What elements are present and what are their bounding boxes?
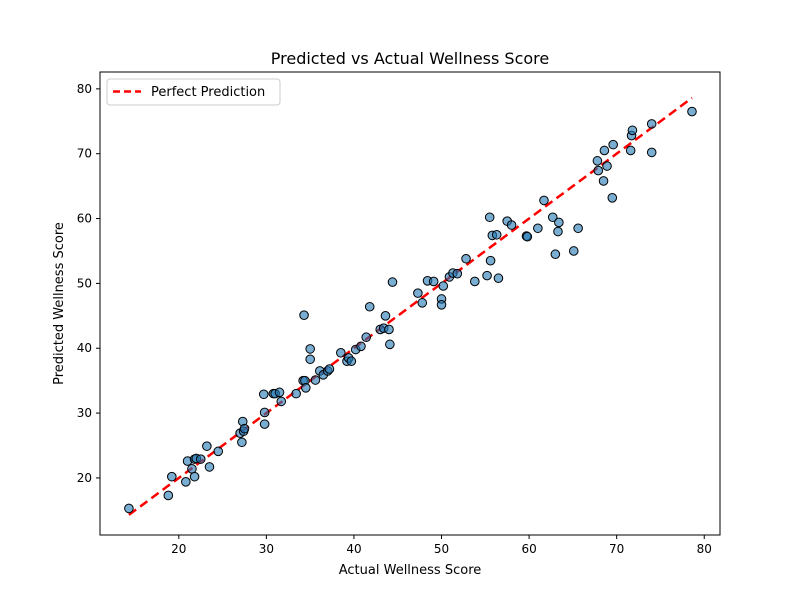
scatter-point [598,176,609,186]
scatter-point [554,217,564,228]
scatter-point [608,139,618,150]
scatter-point [274,387,285,398]
scatter-point [259,419,270,429]
scatter-point [276,396,287,407]
scatter-point [506,220,517,230]
scatter-point [310,375,321,385]
x-tick-label: 50 [434,542,449,556]
scatter-point [533,223,543,234]
scatter-point [202,441,212,451]
x-axis-ticks: 20 30 40 50 60 70 80 [171,535,712,556]
scatter-point [239,423,250,434]
scatter-point [602,161,612,171]
scatter-point [324,364,335,374]
scatter-point [428,276,439,287]
chart-title: Predicted vs Actual Wellness Score [271,49,549,68]
reference-line-layer [128,96,693,516]
scatter-point [547,212,558,223]
scatter-point [364,301,375,312]
x-tick-label: 80 [697,542,712,556]
scatter-point [258,389,269,400]
y-tick-label: 30 [77,406,92,420]
y-axis-ticks: 20 30 40 50 60 70 80 [77,82,100,485]
scatter-point [438,281,449,291]
scatter-point [384,324,394,335]
y-tick-label: 50 [77,276,92,290]
legend-label-perfect-prediction: Perfect Prediction [151,85,265,100]
scatter-point [461,253,471,264]
perfect-prediction-line [128,96,693,516]
scatter-point [385,339,395,350]
scatter-point [646,147,657,158]
scatter-point [599,145,610,156]
scatter-point [687,106,697,117]
scatter-point [436,299,447,310]
y-tick-label: 20 [77,471,92,485]
x-tick-label: 60 [521,542,536,556]
scatter-point [417,298,428,308]
scatter-point [299,310,309,320]
y-tick-label: 70 [77,147,92,161]
scatter-point [625,145,636,156]
scatter-point [346,356,357,367]
scatter-point [413,288,423,298]
scatter-point [189,471,200,482]
scatter-point [204,462,215,472]
scatter-point [550,249,561,260]
scatter-point [539,195,549,206]
scatter-point [646,119,657,129]
scatter-point [124,503,134,514]
scatter-point [485,255,496,266]
scatter-point [195,454,206,464]
scatter-point [259,407,270,418]
scatter-point [573,223,583,234]
y-tick-label: 60 [77,212,92,226]
scatter-point [336,347,346,358]
scatter-point [305,354,315,365]
scatter-point [305,344,315,354]
x-axis-label: Actual Wellness Score [339,563,482,578]
scatter-point [300,382,311,393]
plot-area-frame [99,71,721,536]
y-tick-label: 40 [77,341,92,355]
scatter-point [452,268,463,279]
x-tick-label: 20 [171,542,186,556]
scatter-point [491,229,502,240]
scatter-point [553,226,563,237]
scatter-point [470,276,480,287]
scatter-point [167,471,177,482]
scatter-point [380,311,391,321]
scatter-point [592,156,603,166]
scatter-point [213,446,224,457]
x-tick-label: 70 [609,542,624,556]
scatter-point [361,332,372,343]
y-axis-label: Predicted Wellness Score [52,222,67,385]
legend-box [106,78,281,106]
scatter-point [356,341,366,352]
legend: Perfect Prediction [106,78,281,106]
scatter-point [607,193,618,203]
x-tick-label: 40 [346,542,361,556]
scatter-point [482,270,492,281]
scatter-point [593,165,604,176]
scatter-point [627,125,638,136]
scatter-point [387,277,398,287]
scatter-point [163,490,174,501]
scatter-point [493,273,504,284]
x-tick-label: 30 [259,542,274,556]
scatter-point [181,477,191,487]
scatter-point [237,437,247,448]
scatter-point [291,388,301,399]
y-tick-label: 80 [77,82,92,96]
scatter-point [568,246,579,256]
scatter-points-layer [124,106,697,514]
scatter-point [484,212,495,223]
scatter-point [522,231,533,242]
